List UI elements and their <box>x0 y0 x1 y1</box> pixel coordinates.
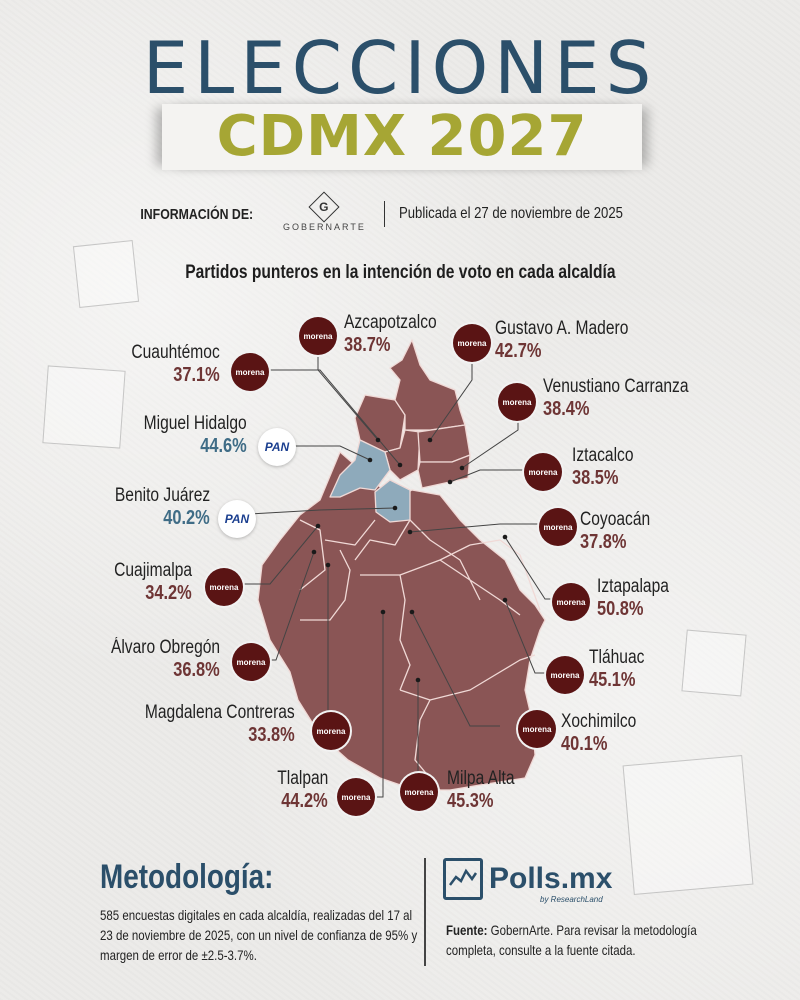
label-iztacalco: Iztacalco 38.5% <box>572 445 634 489</box>
map-subtitle: Partidos punteros en la intención de vot… <box>184 262 616 283</box>
divider <box>424 858 426 966</box>
morena-badge-iztapalapa: morena <box>552 583 590 621</box>
chart-chat-icon <box>443 858 483 900</box>
region-miguel-hidalgo <box>329 439 391 498</box>
label-iztapalapa: Iztapalapa 50.8% <box>597 576 669 620</box>
polls-mx-logo: Polls.mx <box>443 858 612 900</box>
title-elecciones: ELECCIONES <box>142 26 658 110</box>
gobernarte-name: GOBERNARTE <box>283 222 366 232</box>
label-magdalena-contreras: Magdalena Contreras 33.8% <box>145 702 295 746</box>
label-gustavo-a-madero: Gustavo A. Madero 42.7% <box>495 318 629 362</box>
label-alvaro-obregon: Álvaro Obregón 36.8% <box>110 637 220 681</box>
methodology-text: 585 encuestas digitales en cada alcaldía… <box>100 907 418 963</box>
morena-badge-cuauhtemoc: morena <box>231 353 269 391</box>
morena-badge-azcapotzalco: morena <box>299 317 337 355</box>
morena-badge-magdalena-contreras: morena <box>312 712 350 750</box>
morena-badge-milpa-alta: morena <box>400 773 438 811</box>
label-miguel-hidalgo: Miguel Hidalgo 44.6% <box>143 413 247 457</box>
morena-badge-gustavo-a-madero: morena <box>453 324 491 362</box>
label-tlahuac: Tláhuac 45.1% <box>589 647 645 691</box>
label-cuauhtemoc: Cuauhtémoc 37.1% <box>131 342 220 386</box>
info-label: INFORMACIÓN DE: <box>139 205 253 223</box>
polls-mx-byline: by ResearchLand <box>540 895 603 904</box>
morena-badge-tlalpan: morena <box>337 778 375 816</box>
source-body: GobernArte. Para revisar la metodología … <box>446 922 697 958</box>
gobernarte-logo: G GOBERNARTE <box>283 191 366 232</box>
morena-badge-iztacalco: morena <box>524 453 562 491</box>
published-date: Publicada el 27 de noviembre de 2025 <box>399 205 624 222</box>
divider <box>383 201 386 227</box>
label-benito-juarez: Benito Juárez 40.2% <box>114 485 210 529</box>
region-venustiano-carranza <box>417 424 471 463</box>
region-southern-body <box>257 451 546 791</box>
methodology-title: Metodología: <box>100 858 274 896</box>
pan-badge-benito-juarez: PAN <box>218 500 256 538</box>
morena-badge-tlahuac: morena <box>546 656 584 694</box>
label-azcapotzalco: Azcapotzalco 38.7% <box>344 312 437 356</box>
label-coyoacan: Coyoacán 37.8% <box>580 509 651 553</box>
pan-badge-miguel-hidalgo: PAN <box>258 428 296 466</box>
morena-badge-alvaro-obregon: morena <box>232 643 270 681</box>
label-cuajimalpa: Cuajimalpa 34.2% <box>114 560 192 604</box>
polls-mx-name: Polls.mx <box>489 862 613 895</box>
label-tlalpan: Tlalpan 44.2% <box>276 768 328 812</box>
region-iztacalco <box>417 454 471 489</box>
label-xochimilco: Xochimilco 40.1% <box>561 711 637 755</box>
title-cdmx-2027: CDMX 2027 <box>162 104 642 170</box>
label-milpa-alta: Milpa Alta 45.3% <box>447 768 515 812</box>
source-text: Fuente: GobernArte. Para revisar la meto… <box>446 920 717 960</box>
morena-badge-cuajimalpa: morena <box>205 568 243 606</box>
source-label: Fuente: <box>446 922 488 938</box>
morena-badge-xochimilco: morena <box>518 710 556 748</box>
morena-badge-venustiano-carranza: morena <box>498 383 536 421</box>
morena-badge-coyoacan: morena <box>539 508 577 546</box>
info-row: INFORMACIÓN DE: G GOBERNARTE Publicada e… <box>0 191 800 234</box>
label-venustiano-carranza: Venustiano Carranza 38.4% <box>543 376 689 420</box>
